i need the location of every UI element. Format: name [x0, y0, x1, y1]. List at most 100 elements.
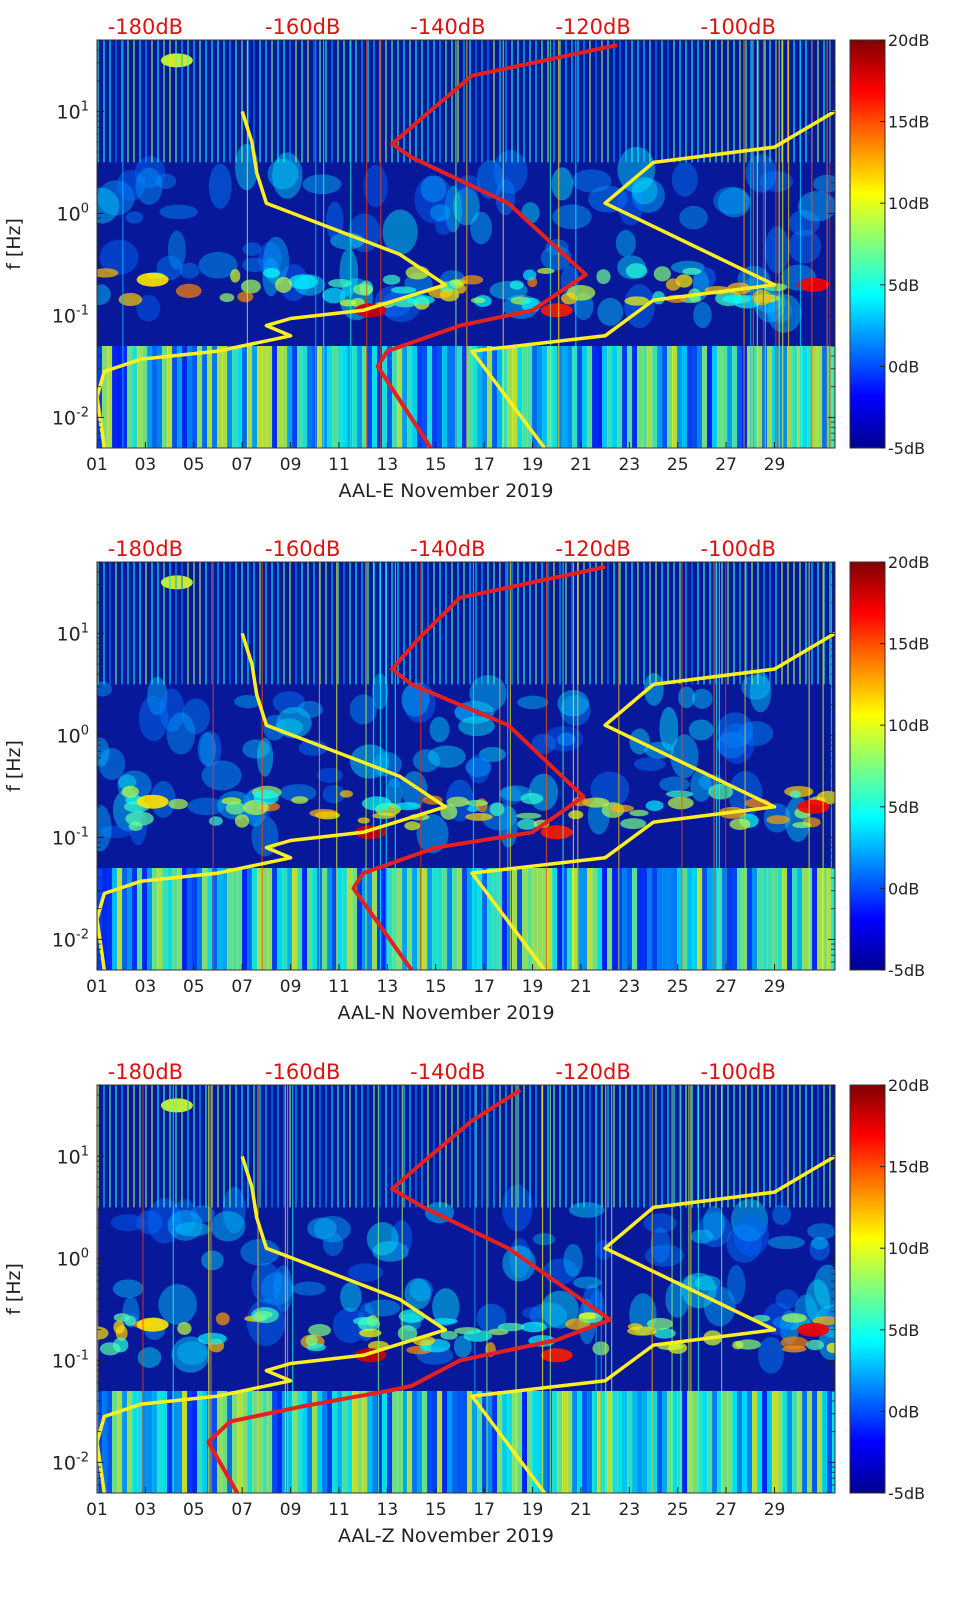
heatmap-blob	[322, 784, 346, 804]
heatmap-streak	[601, 562, 603, 685]
heatmap-blob	[420, 175, 447, 203]
heatmap-cell	[262, 1391, 268, 1493]
heatmap-blob	[167, 230, 186, 270]
heatmap-streak	[169, 1085, 171, 1208]
heatmap-blob	[177, 1322, 192, 1335]
heatmap-blob	[139, 695, 169, 742]
heatmap-blob	[766, 815, 790, 825]
heatmap-streak	[619, 562, 621, 685]
heatmap-blob	[532, 1233, 556, 1246]
heatmap-blob	[242, 257, 267, 273]
heatmap-streak	[211, 1085, 213, 1208]
heatmap-streak	[469, 562, 471, 685]
y-tick-base: 10	[52, 827, 76, 849]
heatmap-streak	[613, 1085, 615, 1208]
heatmap-streak	[769, 1085, 771, 1208]
heatmap-cell	[697, 868, 703, 970]
heatmap-streak	[673, 1085, 675, 1208]
heatmap-blob	[118, 292, 143, 307]
heatmap-blob	[260, 1272, 293, 1306]
heatmap-blob	[775, 1289, 799, 1310]
heatmap-streak	[409, 1085, 411, 1208]
heatmap-blob	[631, 178, 665, 213]
heatmap-streak	[529, 1085, 531, 1208]
heatmap-blob	[99, 1342, 121, 1356]
heatmap-blob	[719, 723, 755, 764]
heatmap-streak	[559, 40, 561, 163]
x-tick-label: 11	[328, 1500, 350, 1520]
top-db-label: -140dB	[410, 537, 485, 561]
y-tick-base: 10	[57, 1146, 81, 1168]
heatmap-streak	[817, 562, 819, 685]
heatmap-streak	[697, 562, 699, 685]
x-tick-label: 01	[86, 977, 108, 997]
heatmap-cell	[802, 868, 808, 970]
heatmap-blob	[645, 800, 664, 812]
heatmap-streak	[571, 40, 573, 163]
heatmap-streak	[349, 562, 351, 685]
heatmap-streak	[349, 1085, 351, 1208]
heatmap-blob	[624, 284, 655, 329]
heatmap-blob	[404, 821, 421, 831]
heatmap-cell	[692, 868, 698, 970]
heatmap-streak	[109, 1085, 111, 1208]
x-tick-label: 03	[135, 455, 157, 475]
heatmap-blob	[713, 186, 750, 215]
heatmap-blob	[727, 1265, 746, 1305]
heatmap-blob	[309, 808, 338, 818]
top-db-label: -120dB	[555, 1060, 630, 1084]
heatmap-blob	[690, 1229, 714, 1244]
heatmap-cell	[407, 346, 413, 448]
heatmap-cell	[752, 868, 758, 970]
heatmap-blob	[97, 180, 135, 216]
heatmap-streak	[625, 562, 627, 685]
heatmap-streak	[217, 562, 219, 685]
heatmap-cell	[577, 1391, 583, 1493]
heatmap-blob	[789, 790, 801, 799]
heatmap-cell	[572, 1391, 578, 1493]
heatmap-cell	[102, 1391, 108, 1493]
x-tick-label: 09	[280, 455, 302, 475]
x-tick-label: 13	[377, 455, 399, 475]
heatmap-cell	[337, 868, 343, 970]
heatmap-cell	[287, 868, 293, 970]
heatmap-streak	[487, 562, 489, 685]
heatmap-cell	[657, 868, 663, 970]
heatmap-streak	[121, 1085, 123, 1208]
heatmap-cell	[332, 868, 338, 970]
heatmap-cell	[432, 346, 438, 448]
heatmap-cell	[222, 346, 228, 448]
heatmap-cell	[347, 1391, 353, 1493]
heatmap-cell	[807, 1391, 813, 1493]
heatmap-cell	[662, 346, 668, 448]
x-tick-label: 15	[425, 977, 447, 997]
colorbar-tick-label: 15dB	[888, 1158, 930, 1177]
heatmap-cell	[357, 1391, 363, 1493]
heatmap-blob	[529, 1302, 568, 1328]
x-tick-label: 11	[328, 977, 350, 997]
heatmap-cell	[232, 868, 238, 970]
heatmap-streak	[667, 562, 669, 685]
heatmap-streak	[307, 562, 309, 685]
heatmap-blob	[357, 817, 370, 824]
heatmap-blob	[219, 293, 235, 303]
heatmap-cell	[302, 346, 308, 448]
heatmap-streak	[559, 562, 561, 685]
heatmap-streak	[727, 562, 729, 685]
heatmap-cell	[172, 868, 178, 970]
heatmap-cell	[632, 346, 638, 448]
heatmap-cell	[127, 868, 133, 970]
heatmap-cell	[707, 346, 713, 448]
heatmap-streak	[109, 562, 111, 685]
x-tick-label: 23	[619, 1500, 641, 1520]
heatmap-cell	[382, 1391, 388, 1493]
top-db-label: -120dB	[555, 537, 630, 561]
heatmap-cell	[567, 346, 573, 448]
heatmap-cell	[577, 346, 583, 448]
heatmap-cell	[342, 1391, 348, 1493]
heatmap-streak	[697, 40, 699, 163]
heatmap-cell	[512, 868, 518, 970]
heatmap-streak	[331, 1085, 333, 1208]
heatmap-blob	[128, 821, 143, 832]
heatmap-streak	[265, 562, 267, 685]
